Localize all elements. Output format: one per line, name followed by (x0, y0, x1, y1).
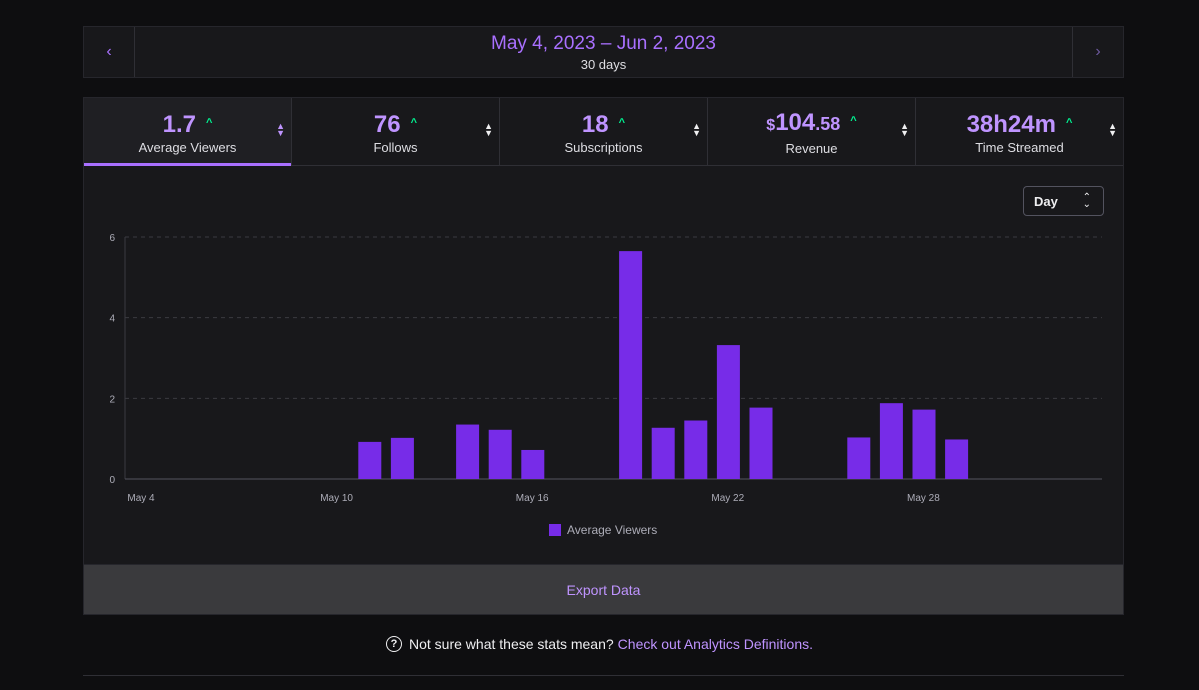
sort-icon[interactable]: ▲ ▼ (1108, 121, 1117, 138)
tab-label: Revenue (785, 141, 838, 156)
average-viewers-chart: 0 2 4 6 May 4 May 10 May 16 May 22 May 28 Average… (109, 233, 1102, 537)
date-range-navigator: ‹ May 4, 2023 – Jun 2, 2023 30 days › (83, 26, 1124, 78)
divider (83, 675, 1124, 676)
tab-time-streamed[interactable]: 38h24m ^ Time Streamed ▲ ▼ (916, 98, 1123, 165)
tab-value: 38h24m (966, 110, 1056, 138)
chevron-right-icon: › (1095, 43, 1101, 60)
tab-value: 76 (373, 110, 401, 138)
trend-up-icon: ^ (850, 115, 857, 127)
metric-tabs: 1.7 ^ Average Viewers ▲ ▼ 76 ^ Follows ▲ ▼… (84, 98, 1123, 166)
sort-icon[interactable]: ▲ ▼ (276, 121, 285, 138)
bar (619, 251, 643, 479)
bar (716, 345, 740, 479)
export-data-button[interactable]: Export Data (566, 581, 641, 598)
sort-icon[interactable]: ▲ ▼ (900, 121, 909, 138)
x-tick-label: May 16 (516, 493, 549, 504)
tab-follows[interactable]: 76 ^ Follows ▲ ▼ (292, 98, 500, 165)
y-tick-label: 6 (109, 233, 115, 244)
bar (912, 409, 936, 479)
stats-panel: 1.7 ^ Average Viewers ▲ ▼ 76 ^ Follows ▲ ▼… (83, 97, 1124, 615)
tab-value: $104.58 (766, 109, 840, 140)
chevron-left-icon: ‹ (106, 43, 112, 60)
tab-revenue[interactable]: $104.58 ^ Revenue ▲ ▼ (708, 98, 916, 165)
bar (879, 403, 903, 479)
legend-label: Average Viewers (567, 523, 657, 537)
tab-label: Average Viewers (138, 139, 237, 155)
revenue-cents: .58 (815, 114, 841, 134)
trend-up-icon: ^ (618, 116, 626, 129)
tab-label: Subscriptions (564, 139, 643, 155)
chevron-up-down-icon: ⌃ ⌄ (1082, 192, 1091, 210)
bar (651, 427, 675, 479)
question-circle-icon: ? (386, 636, 402, 652)
bar (488, 429, 512, 479)
bar (521, 449, 545, 479)
tab-subscriptions[interactable]: 18 ^ Subscriptions ▲ ▼ (500, 98, 708, 165)
revenue-whole: 104 (775, 109, 816, 136)
bar (749, 407, 773, 479)
y-tick-label: 2 (109, 394, 115, 405)
tab-value: 1.7 (162, 110, 196, 138)
previous-range-button[interactable]: ‹ (84, 27, 135, 77)
tab-label: Time Streamed (975, 139, 1064, 155)
help-row: ? Not sure what these stats mean? Check … (0, 636, 1199, 652)
tab-label: Follows (373, 139, 418, 155)
y-tick-label: 4 (109, 314, 115, 325)
bar (684, 420, 708, 479)
bar (390, 437, 414, 479)
export-bar: Export Data (84, 564, 1123, 614)
sort-icon[interactable]: ▲ ▼ (484, 121, 493, 138)
y-tick-label: 0 (109, 475, 115, 486)
next-range-button[interactable]: › (1072, 27, 1123, 77)
date-range-label: May 4, 2023 – Jun 2, 2023 (491, 32, 716, 54)
x-tick-label: May 28 (907, 493, 940, 504)
legend-swatch (549, 524, 561, 536)
bar (847, 437, 871, 479)
trend-up-icon: ^ (410, 116, 418, 129)
bar (456, 424, 480, 479)
x-tick-label: May 4 (127, 493, 155, 504)
tab-value: 18 (581, 110, 609, 138)
date-range-display: May 4, 2023 – Jun 2, 2023 30 days (135, 27, 1072, 77)
x-tick-label: May 10 (320, 493, 353, 504)
granularity-select[interactable]: Day ⌃ ⌄ (1023, 186, 1104, 216)
date-range-days: 30 days (580, 56, 627, 72)
tab-average-viewers[interactable]: 1.7 ^ Average Viewers ▲ ▼ (84, 98, 292, 166)
help-text: Not sure what these stats mean? (409, 636, 614, 652)
sort-icon[interactable]: ▲ ▼ (692, 121, 701, 138)
trend-up-icon: ^ (205, 116, 213, 129)
currency-symbol: $ (766, 117, 776, 134)
x-tick-label: May 22 (711, 493, 744, 504)
bar (358, 441, 382, 479)
bar (945, 439, 969, 479)
trend-up-icon: ^ (1065, 116, 1073, 129)
analytics-definitions-link[interactable]: Check out Analytics Definitions. (617, 636, 813, 652)
granularity-value: Day (1034, 193, 1058, 209)
